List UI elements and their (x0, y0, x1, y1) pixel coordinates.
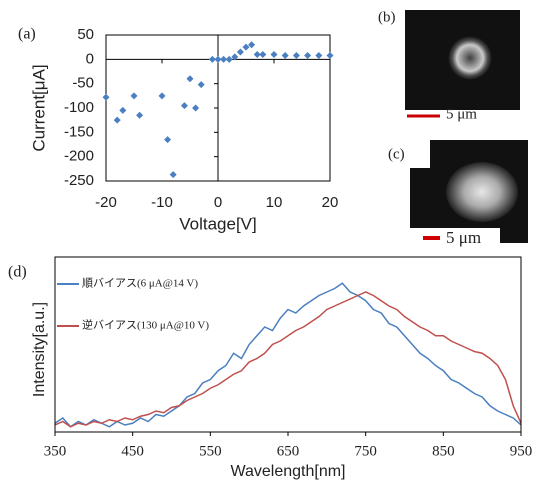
point (158, 92, 166, 100)
point (270, 50, 278, 58)
y-tick-label: -100 (64, 99, 94, 116)
point (220, 55, 228, 63)
point (326, 51, 334, 59)
point (281, 51, 289, 59)
x-tick-label: 10 (266, 194, 283, 211)
point (259, 50, 267, 58)
x-tick-label: 0 (214, 194, 222, 211)
x-tick-label: 350 (44, 443, 67, 459)
y-axis-label: Current[μA] (29, 64, 48, 151)
point (236, 48, 244, 56)
point (304, 51, 312, 59)
scale-label: 5 μm (446, 106, 477, 122)
x-tick-label: 850 (432, 443, 455, 459)
point (248, 41, 256, 49)
y-tick-label: -150 (64, 123, 94, 140)
x-tick-label: -10 (151, 194, 173, 211)
series-line (54, 282, 522, 428)
y-tick-label: 0 (86, 50, 94, 67)
scale-label: 5 μm (446, 228, 481, 247)
panel-label: (b) (378, 9, 396, 25)
y-tick-label: 50 (77, 26, 94, 43)
point (180, 102, 188, 110)
point (208, 55, 216, 63)
point (136, 111, 144, 119)
point (242, 43, 250, 51)
point (102, 93, 110, 101)
x-tick-label: 20 (322, 194, 339, 211)
series-line (54, 291, 522, 428)
point (225, 55, 233, 63)
point (113, 116, 121, 124)
x-tick-label: 550 (199, 443, 222, 459)
x-tick-label: 950 (510, 443, 533, 459)
y-tick-label: -250 (64, 172, 94, 189)
x-tick-label: -20 (95, 194, 117, 211)
image-b (405, 10, 520, 122)
point (253, 50, 261, 58)
point (315, 51, 323, 59)
point (192, 104, 200, 112)
x-tick-label: 750 (354, 443, 377, 459)
point (292, 51, 300, 59)
image-c (410, 140, 528, 246)
point (169, 171, 177, 179)
point (164, 136, 172, 144)
legend-label: 逆バイアス(130 μA@10 V) (82, 318, 209, 332)
y-tick-label: -200 (64, 148, 94, 165)
x-axis-label: Voltage[V] (179, 214, 257, 233)
panel-label: (c) (388, 146, 405, 162)
panel-label: (d) (8, 264, 27, 281)
point (119, 106, 127, 114)
x-tick-label: 450 (121, 443, 144, 459)
point (231, 53, 239, 61)
point (197, 81, 205, 89)
point (130, 92, 138, 100)
point (186, 75, 194, 83)
x-axis-label: Wavelength[nm] (230, 463, 345, 480)
legend-label: 順バイアス(6 μA@14 V) (82, 277, 198, 290)
x-tick-label: 650 (277, 443, 300, 459)
panel-label: (a) (18, 26, 36, 43)
y-axis-label: Intensity[a.u.] (31, 302, 48, 397)
point (214, 55, 222, 63)
y-tick-label: -50 (72, 75, 94, 92)
